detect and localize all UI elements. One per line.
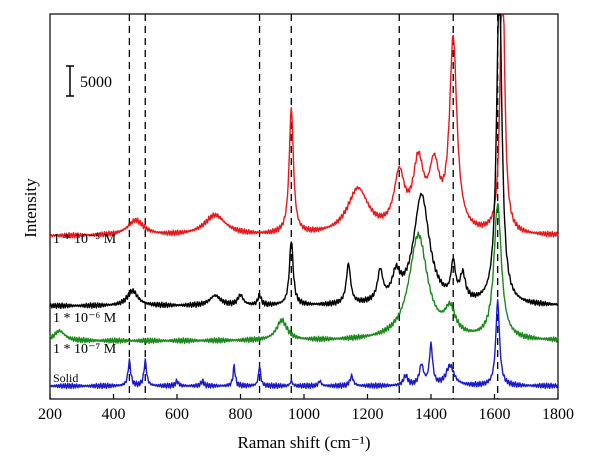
series-label-1e-7: 1 * 10⁻⁷ M — [53, 342, 117, 357]
series-label-1e-6: 1 * 10⁻⁶ M — [53, 311, 117, 326]
x-tick-label: 1000 — [288, 406, 320, 423]
x-tick-label: 1200 — [352, 406, 384, 423]
x-axis-title: Raman shift (cm⁻¹) — [237, 433, 370, 452]
x-tick-label: 800 — [229, 406, 253, 423]
y-axis-title: Intensity — [21, 178, 40, 238]
series-label-1e-5: 1 * 10⁻⁵ M — [53, 232, 117, 247]
x-tick-label: 400 — [102, 406, 126, 423]
series-line — [49, 14, 559, 310]
series-line — [49, 203, 559, 345]
x-tick-label: 1800 — [542, 406, 574, 423]
x-axis: 200 400 600 800 1000 1200 1400 1600 1800 — [38, 394, 574, 423]
series-line — [49, 14, 559, 239]
series-line — [49, 299, 559, 390]
scale-bar-label: 5000 — [80, 74, 112, 91]
x-tick-label: 200 — [38, 406, 62, 423]
x-tick-label: 1400 — [415, 406, 447, 423]
x-tick-label: 600 — [165, 406, 189, 423]
series-label-solid: Solid — [53, 371, 78, 385]
scale-bar: 5000 — [66, 65, 112, 97]
series-group — [49, 14, 559, 390]
x-tick-label: 1600 — [479, 406, 511, 423]
